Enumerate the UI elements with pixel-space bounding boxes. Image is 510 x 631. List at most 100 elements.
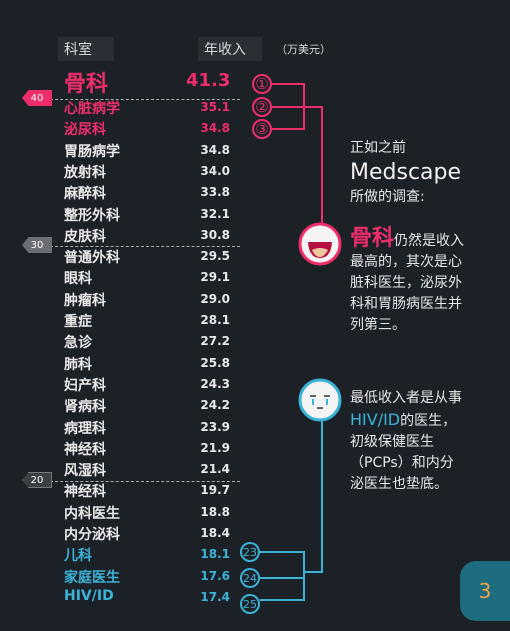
- department-name: 肿瘤科: [64, 292, 106, 309]
- income-value: 28.1: [200, 313, 230, 327]
- bottom-note-line3: 初级保健医生: [350, 434, 434, 450]
- page-number: 3: [478, 579, 492, 603]
- table-row: 皮肤科 30.8: [0, 226, 260, 247]
- bottom-note-line1: 最低收入者是从事: [350, 390, 462, 406]
- department-name: 胃肠病学: [64, 143, 120, 160]
- connector-top-drop: [304, 106, 323, 228]
- top-note-rest1: 仍然是收入: [394, 233, 465, 249]
- rank-3-badge: ③: [252, 119, 272, 139]
- department-name: 放射科: [64, 164, 106, 181]
- threshold-tag-40: 40: [22, 90, 52, 106]
- top-annotation: 正如之前 Medscape 所做的调查:: [350, 138, 500, 208]
- department-name: 妇产科: [64, 377, 106, 394]
- threshold-line-30: [50, 246, 240, 247]
- income-value: 25.8: [200, 355, 230, 370]
- table-row: 心脏病学 35.1: [0, 98, 260, 119]
- income-value: 29.1: [200, 270, 230, 285]
- income-value: 41.3: [186, 70, 231, 91]
- top-note-line3: 所做的调查:: [350, 189, 425, 205]
- income-value: 17.4: [200, 589, 230, 604]
- department-name: 风湿科: [64, 463, 106, 480]
- department-name: 麻醉科: [64, 186, 106, 203]
- table-row: 风湿科 21.4: [0, 460, 260, 481]
- department-name: HIV/ID: [64, 587, 114, 604]
- top-note-emph: 骨科: [350, 226, 395, 251]
- department-name: 骨科: [64, 72, 109, 97]
- income-value: 18.4: [200, 526, 230, 540]
- top-note-line5: 最高的，其次是心: [350, 254, 462, 270]
- rank-25-badge: 25: [240, 594, 260, 614]
- income-value: 23.9: [200, 419, 230, 434]
- rank-23-badge: 23: [240, 542, 260, 562]
- department-name: 整形外科: [64, 207, 120, 224]
- income-value: 24.2: [200, 398, 230, 413]
- department-name: 内分泌科: [64, 527, 120, 543]
- income-value: 24.3: [200, 376, 230, 391]
- top-note-line2: Medscape: [350, 160, 462, 185]
- department-name: 普通外科: [64, 250, 120, 267]
- income-value: 30.8: [200, 227, 230, 242]
- bottom-note-emph: HIV/ID: [350, 410, 401, 429]
- connector-bottom: [260, 551, 305, 601]
- department-name: 急诊: [64, 335, 92, 352]
- table-row: 病理科 23.9: [0, 418, 260, 439]
- table-row: 肿瘤科 29.0: [0, 290, 260, 311]
- department-name: 泌尿科: [64, 122, 106, 139]
- rank-24-badge: 24: [240, 568, 260, 588]
- bottom-note-rest2: 的医生，: [400, 413, 457, 429]
- income-value: 21.9: [200, 440, 230, 455]
- department-name: 眼科: [64, 271, 92, 288]
- income-value: 29.0: [200, 291, 230, 306]
- top-note-line6: 脏科医生，泌尿外: [350, 275, 462, 291]
- table-row: HIV/ID 17.4: [0, 588, 260, 609]
- department-name: 内科医生: [64, 505, 120, 522]
- department-name: 肾病科: [64, 399, 106, 416]
- column-header-income: 年收入: [198, 37, 262, 61]
- department-name: 神经科: [64, 484, 106, 501]
- income-value: 19.7: [200, 483, 230, 498]
- bottom-annotation: 最低收入者是从事 HIV/ID的医生， 初级保健医生 （PCPs）和内分 泌医生…: [350, 388, 500, 495]
- connector-bottom-rise: [304, 418, 323, 573]
- department-name: 皮肤科: [64, 228, 106, 245]
- threshold-line-20: [50, 481, 240, 482]
- income-value: 29.5: [200, 249, 230, 264]
- table-row: 麻醉科 33.8: [0, 183, 260, 204]
- top-note-line7: 科和胃肠病医生并: [350, 296, 462, 312]
- table-row: 神经科 21.9: [0, 439, 260, 460]
- page-number-tab: 3: [460, 561, 510, 621]
- table-row: 家庭医生 17.6: [0, 567, 260, 588]
- table-row: 放射科 34.0: [0, 162, 260, 183]
- unit-label: （万美元）: [276, 43, 331, 56]
- top-note-line8: 列第三。: [350, 317, 406, 333]
- table-row: 骨科 41.3: [0, 66, 260, 97]
- table-row: 泌尿科 34.8: [0, 119, 260, 140]
- column-header-department: 科室: [58, 37, 114, 61]
- rank-2-badge: ②: [252, 97, 272, 117]
- income-value: 17.6: [200, 568, 230, 583]
- income-value: 21.4: [200, 462, 230, 477]
- table-row: 整形外科 32.1: [0, 205, 260, 226]
- income-value: 18.8: [200, 504, 230, 519]
- threshold-tag-20: 20: [22, 472, 52, 488]
- table-row: 急诊 27.2: [0, 332, 260, 353]
- income-value: 35.1: [200, 100, 230, 114]
- income-value: 33.8: [200, 185, 230, 200]
- table-row: 儿科 18.1: [0, 545, 260, 566]
- table-row: 内分泌科 18.4: [0, 524, 260, 545]
- department-name: 心脏病学: [64, 101, 120, 117]
- income-value: 34.8: [200, 121, 230, 136]
- department-name: 家庭医生: [64, 569, 120, 586]
- rank-1-badge: ①: [252, 74, 272, 94]
- department-name: 重症: [64, 314, 92, 330]
- table-row: 妇产科 24.3: [0, 375, 260, 396]
- table-row: 肾病科 24.2: [0, 396, 260, 417]
- table-row: 内科医生 18.8: [0, 503, 260, 524]
- income-value: 34.8: [200, 142, 230, 157]
- top-note-line1: 正如之前: [350, 140, 406, 156]
- table-row: 肺科 25.8: [0, 354, 260, 375]
- income-value: 27.2: [200, 334, 230, 349]
- income-value: 32.1: [200, 206, 230, 221]
- income-value: 18.1: [200, 547, 230, 562]
- bottom-note-line5: 泌医生也垫底。: [350, 476, 448, 492]
- bottom-note-line4: （PCPs）和内分: [350, 455, 454, 471]
